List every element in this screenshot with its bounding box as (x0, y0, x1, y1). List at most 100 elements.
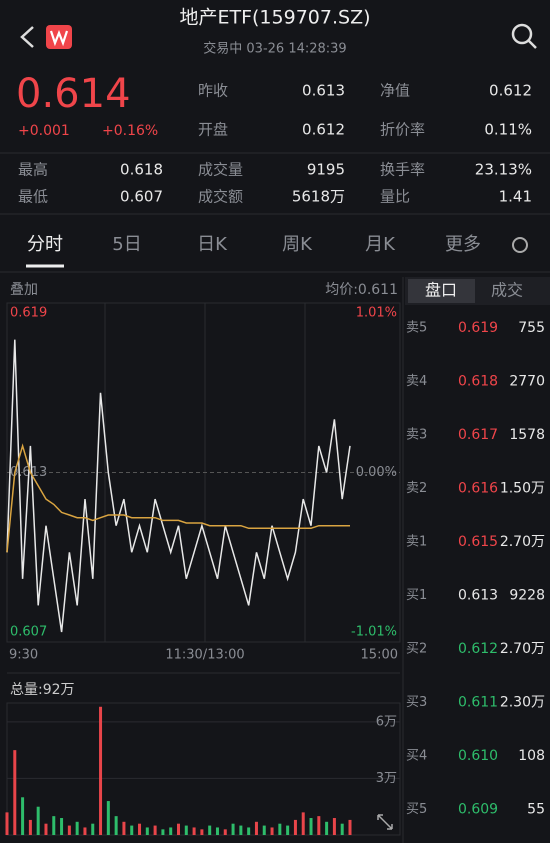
app-icon (46, 25, 72, 49)
x-tick-label: 15:00 (361, 648, 398, 663)
orderbook-price: 0.617 (458, 427, 498, 443)
volume-bar (99, 706, 103, 835)
volume-bar (28, 819, 32, 835)
stat-label: 净值 (380, 82, 410, 100)
subtitle: 交易中 03-26 14:28:39 (203, 41, 346, 57)
volume-bar (21, 797, 25, 835)
overlay-label[interactable]: 叠加 (10, 282, 38, 298)
orderbook-price: 0.616 (458, 481, 498, 497)
volume-bar (270, 827, 274, 835)
orderbook-tab[interactable]: 成交 (491, 281, 523, 300)
y-tick-label: 6万 (376, 714, 397, 729)
volume-bar (293, 819, 297, 835)
orderbook-volume: 2770 (509, 374, 545, 390)
expand-icon[interactable] (377, 814, 393, 830)
change-pct: +0.16% (102, 123, 158, 139)
y2-tick-label: 0.00% (356, 465, 397, 480)
stat-value: 0.612 (489, 82, 532, 100)
orderbook-side: 买3 (406, 695, 427, 710)
tab[interactable]: 更多 (445, 234, 481, 255)
volume-bar (286, 825, 290, 835)
orderbook-price: 0.615 (458, 534, 498, 550)
tab[interactable]: 5日 (112, 234, 141, 255)
x-tick-label: 11:30/13:00 (165, 648, 244, 663)
y2-tick-label: -1.01% (351, 625, 397, 640)
tab[interactable]: 分时 (27, 234, 63, 255)
orderbook-volume: 9228 (509, 588, 545, 604)
search-button[interactable] (511, 23, 533, 45)
volume-bar (262, 825, 266, 835)
volume-bar (83, 827, 87, 835)
orderbook-volume: 2.30万 (500, 695, 545, 711)
orderbook-price: 0.609 (458, 802, 498, 818)
volume-bar (317, 816, 321, 835)
orderbook-price: 0.611 (458, 695, 498, 711)
orderbook-volume: 108 (518, 748, 545, 764)
x-tick-label: 9:30 (9, 648, 38, 663)
expand-arrows (377, 814, 393, 830)
orderbook-price: 0.613 (458, 588, 498, 604)
volume-bar (200, 829, 204, 835)
stat-label: 成交额 (198, 188, 243, 206)
stat-value: 23.13% (475, 161, 532, 179)
title: 地产ETF(159707.SZ) (179, 7, 370, 29)
volume-bar (67, 825, 71, 835)
y-tick-label: 3万 (376, 771, 397, 786)
volume-bar (5, 812, 9, 835)
stat-value: 0.607 (120, 188, 163, 206)
orderbook-price: 0.618 (458, 374, 498, 390)
volume-bar (130, 825, 134, 835)
volume-bar (192, 827, 196, 835)
orderbook-side: 卖4 (406, 374, 427, 389)
stat-value: 0.613 (302, 82, 345, 100)
app-icon-mark (49, 30, 69, 47)
orderbook-volume: 55 (527, 802, 545, 818)
volume-frame (6, 702, 401, 836)
orderbook-side: 卖1 (406, 535, 427, 550)
orderbook-price: 0.612 (458, 641, 498, 657)
stat-value: 1.41 (499, 188, 532, 206)
volume-bar (231, 823, 235, 835)
volume-bar (36, 806, 40, 835)
orderbook-side: 买4 (406, 749, 427, 764)
volume-title: 总量:92万 (10, 682, 75, 698)
volume-bar (122, 821, 126, 835)
stat-value: 9195 (307, 161, 345, 179)
stat-label: 量比 (380, 188, 410, 206)
stat-label: 折价率 (380, 121, 425, 139)
volume-bar (161, 829, 165, 835)
orderbook-side: 卖3 (406, 428, 427, 443)
back-button[interactable] (20, 26, 34, 48)
search-handle (528, 40, 537, 49)
orderbook-volume: 1.50万 (500, 481, 545, 497)
volume-bar (145, 827, 149, 835)
orderbook-tab[interactable]: 盘口 (425, 281, 457, 300)
volume-bar (223, 829, 227, 835)
y-tick-label: 0.607 (10, 625, 47, 640)
volume-bar (75, 821, 79, 835)
price: 0.614 (16, 71, 131, 117)
volume-bar (44, 823, 48, 835)
volume-bar (177, 823, 180, 835)
orderbook-volume: 1578 (509, 427, 545, 443)
orderbook-volume: 2.70万 (500, 534, 545, 550)
volume-bar (247, 827, 251, 835)
volume-bar (106, 801, 110, 835)
volume-bar (153, 825, 157, 835)
orderbook-side: 卖2 (406, 481, 427, 496)
volume-bar (13, 750, 17, 835)
volume-bar (325, 821, 329, 835)
y2-tick-label: 1.01% (356, 306, 397, 321)
orderbook-volume: 755 (518, 320, 545, 336)
volume-bar (254, 821, 258, 835)
volume-bar (340, 823, 344, 835)
settings-button[interactable] (512, 237, 528, 253)
stat-label: 开盘 (198, 121, 228, 139)
volume-bar (60, 818, 64, 835)
tab[interactable]: 月K (365, 234, 396, 255)
volume-bar (52, 816, 56, 835)
tab[interactable]: 周K (282, 234, 313, 255)
volume-bar (309, 818, 313, 835)
orderbook-side: 买1 (406, 588, 427, 603)
tab[interactable]: 日K (197, 234, 228, 255)
